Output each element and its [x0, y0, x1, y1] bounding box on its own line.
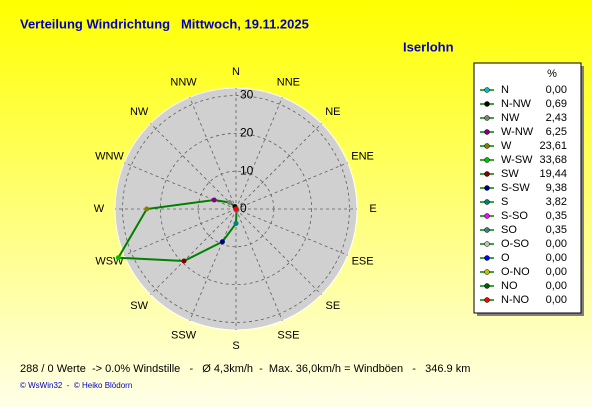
direction-label: NE: [325, 106, 340, 118]
legend-marker: [484, 241, 490, 247]
legend-name: S-SO: [501, 210, 528, 222]
legend-name: N-NW: [501, 98, 532, 110]
legend-name: SW: [501, 168, 519, 180]
legend-value: 0,00: [546, 252, 567, 264]
legend-value: 0,00: [546, 266, 567, 278]
legend-value: 2,43: [546, 112, 567, 124]
spoke: [235, 162, 348, 210]
spoke: [235, 97, 283, 210]
spoke: [150, 208, 237, 295]
legend-name: S-SW: [501, 182, 530, 194]
legend-marker: [484, 297, 490, 303]
spoke: [189, 208, 237, 321]
direction-label: ENE: [351, 150, 374, 162]
legend-name: W-NW: [501, 126, 534, 138]
point: [211, 197, 217, 203]
legend-value: 0,00: [546, 84, 567, 96]
legend-marker: [484, 157, 490, 163]
grid-ring: [159, 132, 313, 286]
spoke: [235, 208, 322, 295]
direction-label: SE: [326, 300, 341, 312]
legend-marker: [484, 87, 490, 93]
direction-label: E: [369, 203, 376, 215]
point: [233, 220, 239, 226]
direction-label: S: [232, 340, 239, 352]
point: [181, 258, 187, 264]
point: [227, 200, 233, 206]
legend-name: NO: [501, 280, 518, 292]
point: [233, 206, 239, 212]
legend-value: 0,35: [546, 224, 567, 236]
legend-marker: [484, 199, 490, 205]
direction-label: WNW: [95, 150, 124, 162]
legend-marker: [484, 213, 490, 219]
legend-marker: [484, 101, 490, 107]
legend-value: 9,38: [546, 182, 567, 194]
legend-name: W: [501, 140, 512, 152]
direction-label: W: [94, 203, 105, 215]
r-tick-label: 10: [240, 163, 254, 177]
legend-marker: [484, 283, 490, 289]
legend-value: 33,68: [539, 154, 567, 166]
legend-value: 0,00: [546, 238, 567, 250]
direction-label: SW: [130, 300, 148, 312]
legend-marker: [484, 269, 490, 275]
legend-name: NW: [501, 112, 520, 124]
direction-label: NNW: [170, 76, 197, 88]
legend-name: N: [501, 84, 509, 96]
legend-name: S: [501, 196, 508, 208]
footer: 288 / 0 Werte -> 0.0% Windstille - Ø 4,3…: [20, 363, 470, 375]
direction-label: N: [232, 66, 240, 78]
legend-marker: [484, 185, 490, 191]
legend-name: O: [501, 252, 510, 264]
legend-name: W-SW: [501, 154, 533, 166]
legend-name: O-SO: [501, 238, 530, 250]
spoke: [235, 208, 283, 321]
legend-marker: [484, 171, 490, 177]
direction-label: NNE: [277, 76, 300, 88]
legend-value: 19,44: [539, 168, 567, 180]
legend-value: 0,00: [546, 294, 567, 306]
legend-value: 6,25: [546, 126, 567, 138]
legend-value: 0,00: [546, 280, 567, 292]
legend-value: 0,35: [546, 210, 567, 222]
point: [144, 206, 150, 212]
point: [219, 239, 225, 245]
direction-label: ESE: [352, 255, 374, 267]
direction-label: SSW: [171, 329, 197, 341]
spoke: [235, 123, 322, 210]
direction-label: NW: [130, 106, 149, 118]
legend-marker: [484, 227, 490, 233]
legend-value: 3,82: [546, 196, 567, 208]
legend-marker: [484, 143, 490, 149]
legend-value: 0,69: [546, 98, 567, 110]
legend-name: O-NO: [501, 266, 530, 278]
legend-marker: [484, 129, 490, 135]
grid-ring: [122, 95, 350, 323]
grid-ring: [197, 170, 275, 248]
legend-title: %: [547, 68, 557, 80]
r-tick-label: 30: [240, 88, 254, 102]
spoke: [150, 123, 237, 210]
spoke: [124, 208, 237, 256]
legend-name: SO: [501, 224, 517, 236]
r-tick-label: 20: [240, 126, 254, 140]
direction-label: SSE: [277, 329, 299, 341]
spoke: [235, 208, 348, 256]
chart-title: Verteilung Windrichtung Mittwoch, 19.11.…: [20, 16, 309, 31]
legend-name: N-NO: [501, 294, 530, 306]
point: [115, 255, 121, 261]
legend-marker: [484, 255, 490, 261]
spoke: [189, 97, 237, 210]
legend-value: 23,61: [539, 140, 567, 152]
location: Iserlohn: [403, 39, 454, 54]
legend-marker: [484, 115, 490, 121]
r-tick-label: 0: [240, 201, 247, 215]
credit: © WsWin32 - © Heiko Blödorn: [20, 381, 132, 390]
